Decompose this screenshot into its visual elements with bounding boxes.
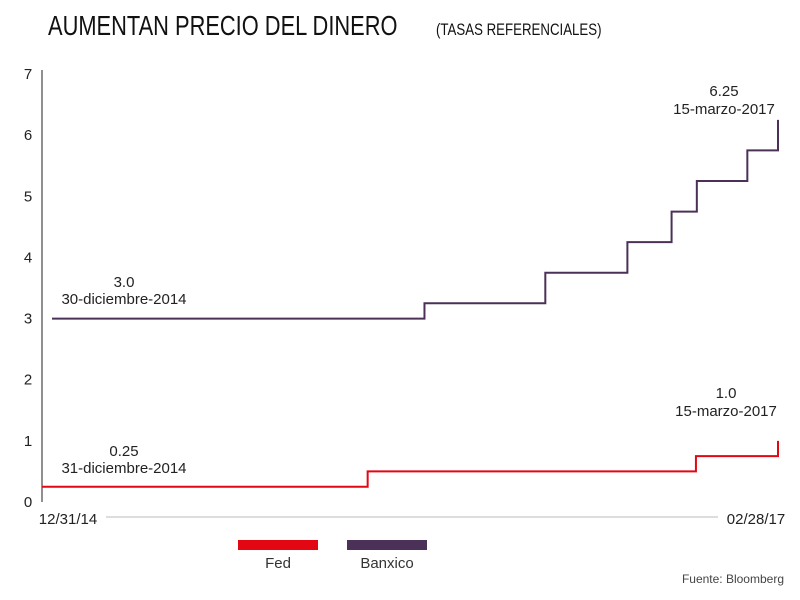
series-line-fed — [42, 440, 779, 488]
chart-subtitle: (TASAS REFERENCIALES) — [436, 20, 602, 39]
y-tick-label: 4 — [24, 249, 32, 266]
chart-title: AUMENTAN PRECIO DEL DINERO — [48, 10, 398, 41]
x-tick-label: 02/28/17 — [727, 511, 785, 528]
x-tick-label: 12/31/14 — [39, 511, 97, 528]
series-line-banxico — [52, 119, 779, 320]
legend-swatch-fed — [238, 540, 318, 550]
data-label-value: 1.0 — [716, 385, 737, 402]
y-tick-label: 1 — [24, 433, 32, 450]
data-label-date: 30-diciembre-2014 — [61, 291, 186, 308]
y-tick-label: 5 — [24, 188, 32, 205]
data-label-date: 15-marzo-2017 — [673, 101, 775, 118]
data-label-value: 3.0 — [114, 274, 135, 291]
y-tick-label: 2 — [24, 372, 32, 389]
y-tick-label: 6 — [24, 127, 32, 144]
legend-label-fed: Fed — [265, 555, 291, 572]
data-label-value: 0.25 — [109, 443, 138, 460]
legend-label-banxico: Banxico — [360, 555, 413, 572]
data-label-date: 31-diciembre-2014 — [61, 460, 186, 477]
data-label-value: 6.25 — [709, 83, 738, 100]
data-label-date: 15-marzo-2017 — [675, 403, 777, 420]
y-tick-label: 0 — [24, 494, 32, 511]
y-tick-label: 3 — [24, 311, 32, 328]
legend-swatch-banxico — [347, 540, 427, 550]
chart-title-block: AUMENTAN PRECIO DEL DINERO (TASAS REFEREN… — [48, 10, 648, 42]
y-tick-label: 7 — [24, 66, 32, 83]
source-note: Fuente: Bloomberg — [681, 572, 784, 586]
